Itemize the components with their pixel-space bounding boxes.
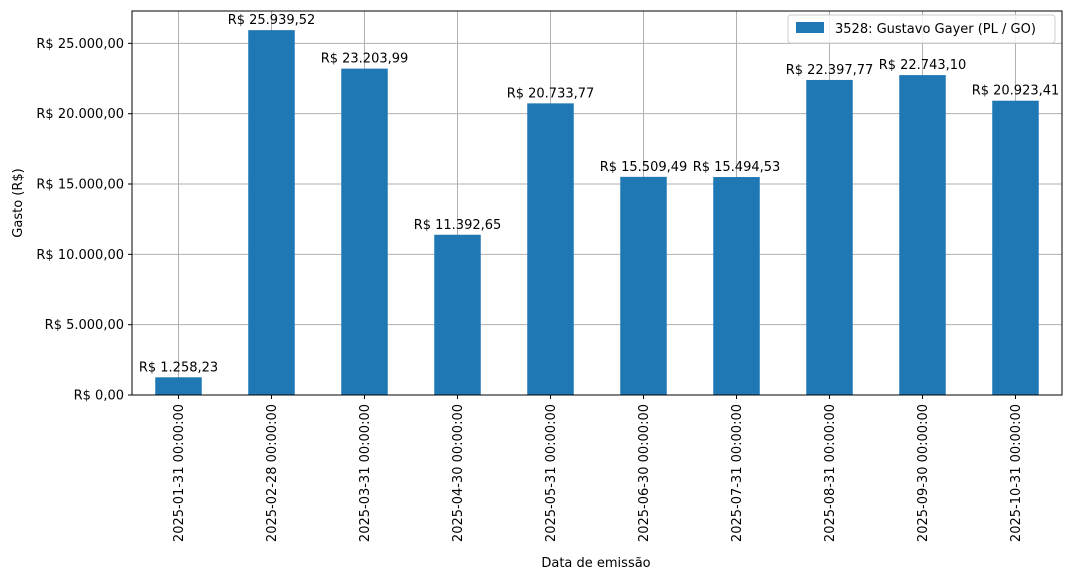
- x-tick-label: 2025-10-31 00:00:00: [1009, 404, 1024, 542]
- x-tick-label: 2025-01-31 00:00:00: [172, 404, 187, 542]
- bar: [992, 100, 1039, 396]
- bar-data-label: R$ 23.203,99: [321, 52, 409, 67]
- bar-data-label: R$ 15.494,53: [693, 160, 781, 175]
- bar: [341, 68, 388, 396]
- y-axis-ticks: R$ 0,00 R$ 5.000,00 R$ 10.000,00 R$ 15.000,…: [36, 37, 132, 404]
- y-tick-label: R$ 10.000,00: [36, 248, 124, 263]
- bar: [434, 234, 481, 395]
- data-labels: R$ 1.258,23 R$ 25.939,52 R$ 23.203,99 R$ 11…: [139, 13, 1059, 375]
- bar-data-label: R$ 20.733,77: [507, 86, 595, 101]
- x-tick-label: 2025-08-31 00:00:00: [823, 404, 838, 542]
- bar-data-label: R$ 11.392,65: [414, 218, 502, 233]
- bar-data-label: R$ 20.923,41: [972, 84, 1060, 99]
- x-tick-label: 2025-09-30 00:00:00: [916, 404, 931, 542]
- bar-data-label: R$ 25.939,52: [228, 13, 316, 28]
- legend-entry-label: 3528: Gustavo Gayer (PL / GO): [835, 22, 1036, 37]
- bars: [155, 30, 1039, 396]
- y-tick-label: R$ 25.000,00: [36, 37, 124, 52]
- x-tick-label: 2025-03-31 00:00:00: [358, 404, 373, 542]
- x-tick-label: 2025-04-30 00:00:00: [451, 404, 466, 542]
- x-tick-label: 2025-05-31 00:00:00: [544, 404, 559, 542]
- bar: [527, 103, 574, 395]
- bar: [620, 176, 667, 395]
- x-axis-ticks: 2025-01-31 00:00:00 2025-02-28 00:00:00 20…: [172, 395, 1024, 542]
- plot-area-frame: [131, 10, 1063, 396]
- y-tick-label: R$ 15.000,00: [36, 178, 124, 193]
- bar: [248, 30, 295, 396]
- y-tick-label: R$ 20.000,00: [36, 107, 124, 122]
- bar: [713, 177, 760, 395]
- y-tick-label: R$ 0,00: [74, 389, 124, 404]
- bar: [899, 75, 946, 396]
- bar-data-label: R$ 22.397,77: [786, 63, 874, 78]
- x-tick-label: 2025-06-30 00:00:00: [637, 404, 652, 542]
- x-tick-label: 2025-07-31 00:00:00: [730, 404, 745, 542]
- bar-data-label: R$ 22.743,10: [879, 58, 967, 73]
- legend: 3528: Gustavo Gayer (PL / GO): [787, 14, 1056, 44]
- bar-data-label: R$ 15.509,49: [600, 160, 688, 175]
- bar: [155, 377, 202, 395]
- x-tick-label: 2025-02-28 00:00:00: [265, 404, 280, 542]
- y-tick-label: R$ 5.000,00: [45, 318, 124, 333]
- bar-data-label: R$ 1.258,23: [139, 360, 218, 375]
- legend-swatch: [796, 22, 824, 33]
- y-axis-label: Gasto (R$): [11, 168, 26, 237]
- legend-box: [787, 14, 1056, 44]
- bar: [806, 79, 853, 396]
- x-axis-label: Data de emissão: [541, 556, 650, 571]
